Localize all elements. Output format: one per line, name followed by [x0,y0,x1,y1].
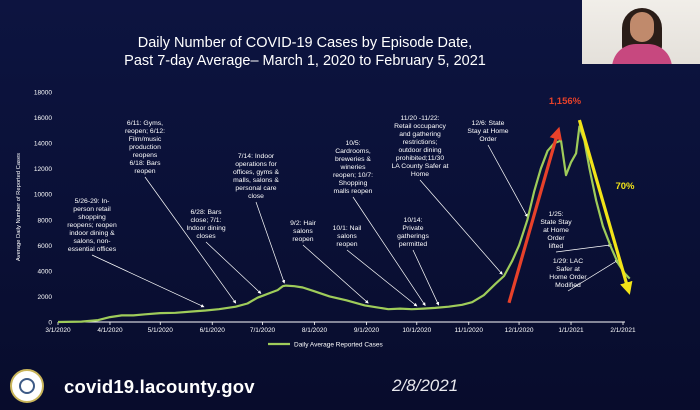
annotation-text: 1/25: State Stay at Home Order lifted [540,211,572,250]
x-tick-label: 9/1/2020 [354,327,380,334]
x-tick-label: 8/1/2020 [302,327,328,334]
footer-date: 2/8/2021 [392,376,459,395]
x-tick-label: 4/1/2020 [97,327,123,334]
chart-title-line1: Daily Number of COVID-19 Cases by Episod… [137,35,473,51]
annotation-text: 6/28: Bars close; 7/1: Indoor dining closes [186,209,226,240]
cases-line-chart: 0 2000 4000 6000 8000 10000 12000 14000 16000 180… [16,90,636,349]
y-tick-label: 6000 [38,243,53,250]
x-tick-label: 7/1/2020 [250,327,276,334]
increase-arrow [507,126,563,304]
y-tick-label: 14000 [34,141,52,148]
county-seal-icon [10,369,44,403]
x-tick-label: 6/1/2020 [200,327,226,334]
annotation-leader [205,241,262,294]
series-line [57,125,631,324]
y-tick-label: 10000 [34,192,52,199]
x-tick-label: 12/1/2020 [505,327,534,334]
annotation-text: 1/29: LAC Safer at Home Order Modified [549,258,587,289]
annotation-text: 9/2: Hair salons reopen [290,220,316,243]
annotation-leader [346,249,418,307]
annotation-text: 5/26-29: In-person retail shopping reopens… [67,198,117,253]
chart-title-line2: Past 7-day Average– March 1, 2020 to Feb… [124,53,486,69]
annotation-text: 10/14: Private gatherings permitted [397,217,429,248]
annotation-text: 7/14: Indoor operations for offices, gyms … [233,153,279,200]
annotation-leader [419,179,503,275]
decrease-arrow [577,119,633,295]
x-tick-label: 5/1/2020 [148,327,174,334]
presenter-webcam-icon [582,0,700,64]
legend-label: Daily Average Reported Cases [294,342,384,349]
y-tick-label: 2000 [38,294,53,301]
annotation-leader [567,259,619,292]
y-tick-label: 18000 [34,90,52,97]
annotation-text: 12/6: State Stay at Home Order [467,120,508,143]
annotation-leader [255,201,286,284]
y-tick-label: 8000 [38,217,53,224]
annotation-leader [302,244,369,304]
increase-percent-label: 1,156% [549,96,582,107]
x-tick-label: 1/1/2021 [558,327,584,334]
annotation-text: 10/1: Nail salons reopen [333,225,362,248]
y-tick-label: 4000 [38,268,53,275]
annotation-text: 6/11: Gyms, reopen; 6/12: Film/music produc… [125,120,165,175]
x-tick-label: 3/1/2020 [45,327,71,334]
y-axis-label: Average Daily Number of Reported Cases [16,153,22,261]
y-tick-label: 0 [48,320,52,327]
annotation-leader [352,196,426,307]
annotation-leader [144,176,237,304]
x-tick-label: 2/1/2021 [610,327,636,334]
x-tick-label: 10/1/2020 [402,327,431,334]
annotation-leader [412,249,439,306]
annotation-leader [555,243,612,253]
annotation-leader [91,254,205,308]
annotation-text: 10/5: Cardrooms, breweries & wineries reopen… [333,140,373,195]
footer-url: covid19.lacounty.gov [64,376,255,397]
y-tick-label: 12000 [34,166,52,173]
x-tick-label: 11/1/2020 [455,327,484,334]
annotation-leader [487,144,528,218]
y-tick-label: 16000 [34,115,52,122]
decrease-percent-label: 70% [615,181,635,192]
annotation-text: 11/20 -11/22: Retail occupancy and gatheri… [391,115,448,178]
